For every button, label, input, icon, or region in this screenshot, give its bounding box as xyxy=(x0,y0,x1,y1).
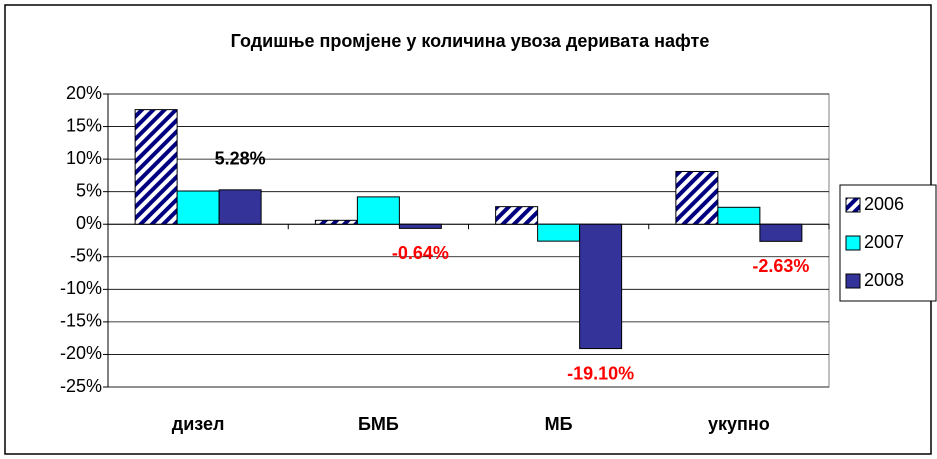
legend-label: 2007 xyxy=(864,232,904,252)
bar xyxy=(717,206,761,225)
x-tick-label: дизел xyxy=(172,414,225,434)
y-tick-label: 5% xyxy=(76,180,102,200)
bar xyxy=(398,223,442,229)
bar xyxy=(218,189,262,225)
bar xyxy=(356,196,400,225)
data-label: -19.10% xyxy=(567,363,634,383)
chart-title: Годишње промјене у количина увоза дерива… xyxy=(231,31,710,51)
legend-swatch xyxy=(845,273,861,289)
bar xyxy=(134,109,178,225)
data-label: 5.28% xyxy=(215,149,266,169)
x-tick-label: укупно xyxy=(708,414,770,434)
bar xyxy=(495,206,539,225)
y-tick-label: 10% xyxy=(66,148,102,168)
data-label: -2.63% xyxy=(752,256,809,276)
bar xyxy=(579,223,623,350)
x-tick-label: МБ xyxy=(545,414,573,434)
legend-swatch xyxy=(845,235,861,251)
x-tick-label: БМБ xyxy=(358,414,399,434)
bar xyxy=(675,170,719,225)
bar xyxy=(537,223,581,242)
legend-label: 2006 xyxy=(864,194,904,214)
data-label: -0.64% xyxy=(392,243,449,263)
bar xyxy=(176,190,220,225)
y-tick-label: -20% xyxy=(60,343,102,363)
bar xyxy=(314,219,358,225)
y-tick-label: 15% xyxy=(66,115,102,135)
y-tick-label: -15% xyxy=(60,311,102,331)
bar xyxy=(759,223,803,242)
y-tick-label: -10% xyxy=(60,278,102,298)
y-tick-label: -25% xyxy=(60,376,102,396)
y-tick-label: 0% xyxy=(76,213,102,233)
legend-label: 2008 xyxy=(864,270,904,290)
y-tick-label: -5% xyxy=(70,246,102,266)
legend-swatch xyxy=(845,197,861,213)
plot-area xyxy=(107,93,830,388)
y-tick-label: 20% xyxy=(66,83,102,103)
